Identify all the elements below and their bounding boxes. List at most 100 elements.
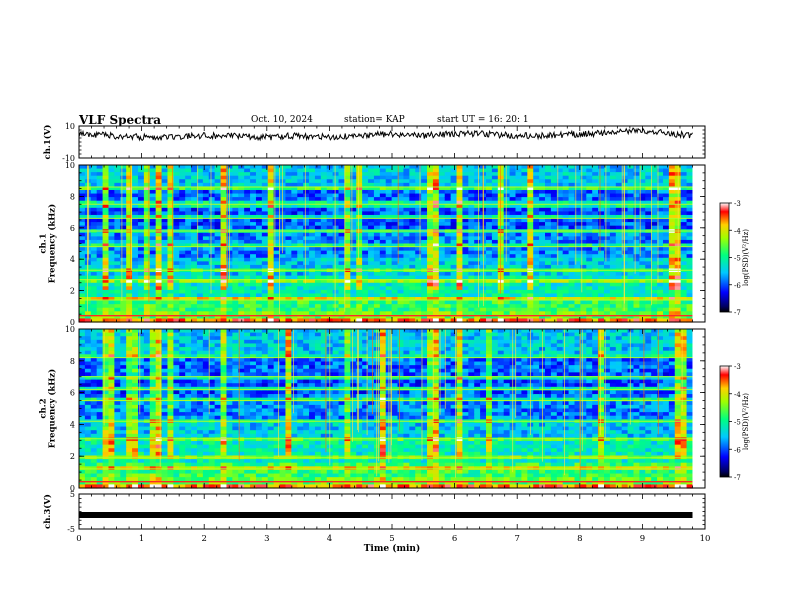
spectrogram-cell [114, 397, 121, 402]
spectrogram-cell [143, 225, 151, 230]
spectrogram-cell [657, 304, 664, 309]
spectrogram-cell [680, 165, 688, 170]
spectrogram-cell [202, 168, 210, 173]
spectrogram-cell [250, 282, 257, 287]
spectrogram-cell [79, 218, 86, 223]
spectrogram-cell [462, 250, 469, 255]
spectrogram-cell [438, 168, 446, 173]
spectrogram-cell [214, 289, 222, 295]
spectrogram-cell [96, 484, 104, 489]
spectrogram-cell [167, 318, 174, 323]
spectrogram-cell [662, 179, 670, 184]
spectrogram-cell [662, 222, 670, 227]
spectrogram-cell [668, 247, 676, 252]
spectrogram-cell [462, 207, 469, 212]
spectrogram-cell [279, 182, 287, 188]
spectrogram-cell [633, 222, 640, 227]
spectrogram-cell [686, 211, 694, 216]
spectrogram-cell [515, 207, 523, 212]
spectrogram-cell [362, 254, 369, 259]
spectrogram-cell [79, 261, 86, 266]
spectrogram-cell [657, 289, 664, 295]
spectrogram-cell [645, 243, 652, 248]
spectrogram-cell [196, 232, 204, 237]
spectrogram-cell [379, 247, 387, 252]
spectrogram-cell [397, 189, 405, 195]
spectrogram-cell [309, 165, 316, 170]
spectrogram-cell [468, 257, 475, 262]
spectrogram-cell [96, 211, 104, 216]
spectrogram-cell [550, 225, 558, 230]
spectrogram-cell [120, 361, 127, 366]
spectrogram-cell [291, 232, 298, 237]
spectrogram-cell [521, 204, 528, 209]
spectrogram-cell [173, 222, 180, 227]
spectrogram-cell [686, 168, 694, 173]
spectrogram-cell [509, 250, 517, 255]
spectrogram-cell [468, 264, 475, 270]
spectrogram-cell [185, 304, 192, 309]
spectrogram-cell [114, 433, 121, 439]
spectrogram-cell [456, 232, 464, 237]
spectrogram-cell [261, 311, 269, 316]
spectrogram-cell [562, 297, 570, 302]
spectrogram-cell [604, 243, 611, 248]
spectrogram-cell [155, 247, 163, 252]
spectrogram-cell [120, 422, 127, 428]
spectrogram-cell [533, 300, 540, 305]
spectrogram-cell [320, 257, 328, 262]
spectrogram-cell [79, 397, 86, 402]
spectrogram-cell [409, 311, 416, 316]
spectrogram-cell [84, 390, 92, 395]
spectrogram-cell [621, 311, 629, 316]
spectrogram-cell [350, 200, 357, 205]
spectrogram-cell [474, 204, 481, 209]
spectrogram-cell [545, 282, 552, 287]
spectrogram-cell [503, 165, 511, 170]
spectrogram-cell [79, 189, 86, 195]
spectrogram-cell [214, 286, 222, 291]
spectrogram-cell [674, 300, 682, 305]
spectrogram-cell [586, 293, 593, 298]
spectrogram-cell [191, 193, 198, 198]
spectrogram-cell [332, 204, 340, 209]
spectrogram-cell [126, 168, 133, 173]
spectrogram-cell [379, 297, 387, 302]
spectrogram-cell [90, 368, 98, 373]
spectrogram-cell [486, 204, 493, 209]
spectrogram-cell [456, 297, 464, 302]
spectrogram-cell [208, 314, 216, 320]
spectrogram-cell [521, 239, 528, 245]
spectrogram-cell [379, 232, 387, 237]
spectrogram-cell [592, 282, 599, 287]
spectrogram-cell [432, 254, 440, 259]
spectrogram-cell [574, 225, 581, 230]
spectrogram-cell [232, 172, 239, 177]
spectrogram-cell [267, 304, 275, 309]
spectrogram-cell [556, 275, 564, 280]
spectrogram-cell [391, 214, 399, 220]
spectrogram-cell [379, 261, 387, 266]
spectrogram-cell [126, 214, 133, 220]
spectrogram-cell [214, 293, 222, 298]
spectrogram-cell [309, 218, 316, 223]
spectrogram-cell [527, 247, 534, 252]
spectrogram-cell [202, 289, 210, 295]
spectrogram-cell [391, 197, 399, 202]
spectrogram-cell [379, 250, 387, 255]
spectrogram-cell [450, 247, 458, 252]
spectrogram-cell [185, 289, 192, 295]
spectrogram-cell [604, 282, 611, 287]
spectrogram-cell [102, 300, 110, 305]
spectrogram-cell [114, 473, 121, 478]
spectrogram-cell [120, 275, 127, 280]
spectrogram-cell [609, 307, 617, 312]
spectrogram-cell [297, 304, 304, 309]
spectrogram-cell [604, 211, 611, 216]
spectrogram-cell [214, 168, 222, 173]
spectrogram-cell [539, 218, 546, 223]
spectrogram-cell [326, 186, 334, 191]
spectrogram-cell [586, 243, 593, 248]
spectrogram-cell [427, 232, 434, 237]
spectrogram-cell [196, 254, 204, 259]
